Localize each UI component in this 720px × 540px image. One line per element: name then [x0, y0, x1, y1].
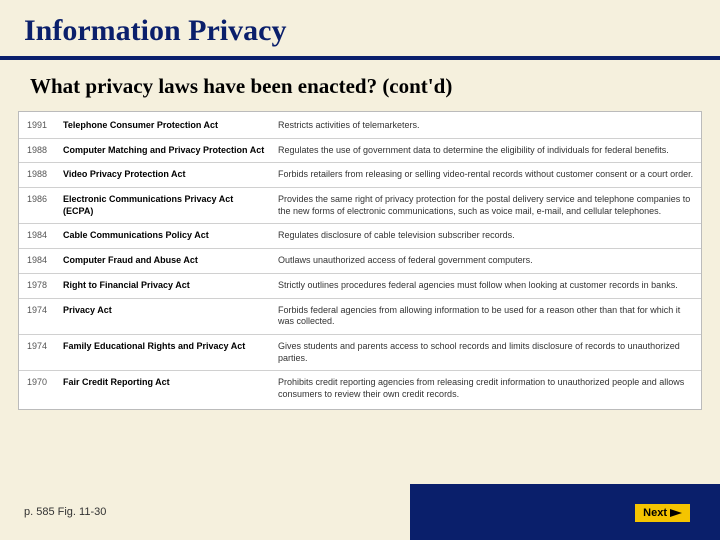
table-row: 1991Telephone Consumer Protection ActRes…	[19, 114, 701, 138]
table-row: 1988Video Privacy Protection ActForbids …	[19, 163, 701, 188]
law-name: Privacy Act	[57, 298, 272, 334]
law-description: Gives students and parents access to sch…	[272, 334, 701, 370]
table-row: 1974Privacy ActForbids federal agencies …	[19, 298, 701, 334]
law-name: Telephone Consumer Protection Act	[57, 114, 272, 138]
law-name: Fair Credit Reporting Act	[57, 371, 272, 407]
law-name: Family Educational Rights and Privacy Ac…	[57, 334, 272, 370]
law-description: Prohibits credit reporting agencies from…	[272, 371, 701, 407]
table-row: 1984Computer Fraud and Abuse ActOutlaws …	[19, 249, 701, 274]
law-name: Computer Matching and Privacy Protection…	[57, 138, 272, 163]
law-year: 1988	[19, 138, 57, 163]
table-row: 1984Cable Communications Policy ActRegul…	[19, 224, 701, 249]
slide-subtitle: What privacy laws have been enacted? (co…	[0, 66, 720, 111]
law-description: Regulates the use of government data to …	[272, 138, 701, 163]
law-year: 1974	[19, 298, 57, 334]
law-year: 1984	[19, 224, 57, 249]
law-year: 1974	[19, 334, 57, 370]
law-name: Video Privacy Protection Act	[57, 163, 272, 188]
law-name: Computer Fraud and Abuse Act	[57, 249, 272, 274]
law-year: 1986	[19, 188, 57, 224]
law-description: Provides the same right of privacy prote…	[272, 188, 701, 224]
law-name: Electronic Communications Privacy Act (E…	[57, 188, 272, 224]
next-button[interactable]: Next	[635, 504, 690, 522]
law-year: 1988	[19, 163, 57, 188]
law-name: Right to Financial Privacy Act	[57, 273, 272, 298]
table-row: 1988Computer Matching and Privacy Protec…	[19, 138, 701, 163]
law-name: Cable Communications Policy Act	[57, 224, 272, 249]
law-year: 1991	[19, 114, 57, 138]
table-row: 1986Electronic Communications Privacy Ac…	[19, 188, 701, 224]
law-description: Restricts activities of telemarketers.	[272, 114, 701, 138]
law-description: Strictly outlines procedures federal age…	[272, 273, 701, 298]
table-row: 1974Family Educational Rights and Privac…	[19, 334, 701, 370]
law-description: Forbids retailers from releasing or sell…	[272, 163, 701, 188]
footer-bar: p. 585 Fig. 11-30 Next	[0, 484, 720, 540]
arrow-right-icon	[670, 509, 682, 517]
law-year: 1970	[19, 371, 57, 407]
law-year: 1978	[19, 273, 57, 298]
privacy-laws-table: 1991Telephone Consumer Protection ActRes…	[18, 111, 702, 410]
table-row: 1970Fair Credit Reporting ActProhibits c…	[19, 371, 701, 407]
table-row: 1978Right to Financial Privacy ActStrict…	[19, 273, 701, 298]
next-button-label: Next	[643, 507, 667, 519]
title-divider	[0, 56, 720, 60]
page-reference: p. 585 Fig. 11-30	[24, 506, 106, 518]
law-description: Regulates disclosure of cable television…	[272, 224, 701, 249]
law-description: Forbids federal agencies from allowing i…	[272, 298, 701, 334]
slide-title: Information Privacy	[0, 0, 720, 56]
law-year: 1984	[19, 249, 57, 274]
law-description: Outlaws unauthorized access of federal g…	[272, 249, 701, 274]
